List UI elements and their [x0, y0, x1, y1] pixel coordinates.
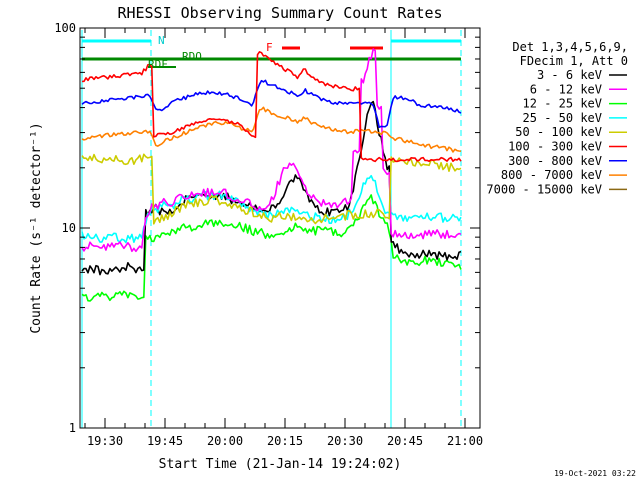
series-line-3	[81, 174, 462, 244]
chart-title: RHESSI Observing Summary Count Rates	[117, 4, 442, 22]
legend-header-line-1: Det 1,3,4,5,6,9,	[512, 40, 628, 54]
legend-label: 100 - 300 keV	[508, 140, 602, 154]
y-axis: 1 10 100	[54, 21, 480, 435]
x-axis: 19:30 19:45 20:00 20:15 20:30 20:45 21:00	[84, 28, 483, 448]
legend-label: 25 - 50 keV	[523, 111, 602, 125]
series-line-0	[81, 100, 462, 276]
flag-night-label: N	[158, 34, 165, 47]
legend-header-line-2: FDecim 1, Att 0	[520, 54, 628, 68]
series-line-7	[81, 106, 462, 153]
legend-label: 300 - 800 keV	[508, 154, 602, 168]
y-tick-label: 1	[69, 421, 76, 435]
x-tick-label: 20:15	[267, 434, 303, 448]
flag-flare-label: F	[266, 41, 273, 54]
x-tick-label: 21:00	[447, 434, 483, 448]
flag-rdf-label: RDF	[148, 58, 168, 71]
y-tick-label: 100	[54, 21, 76, 35]
plot-timestamp: 19-Oct-2021 03:22	[554, 469, 636, 478]
x-tick-label: 20:00	[207, 434, 243, 448]
legend-label: 6 - 12 keV	[530, 82, 602, 96]
y-tick-label: 10	[62, 221, 76, 235]
x-tick-label: 19:30	[87, 434, 123, 448]
legend-label: 50 - 100 keV	[515, 125, 602, 139]
series-line-2	[81, 194, 462, 302]
x-tick-label: 20:30	[327, 434, 363, 448]
legend-label: 800 - 7000 keV	[501, 168, 602, 182]
x-tick-label: 20:45	[387, 434, 423, 448]
y-axis-label: Count Rate (s⁻¹ detector⁻¹)	[29, 122, 44, 333]
series-line-6	[81, 79, 462, 128]
plot-area	[81, 30, 462, 428]
x-axis-label: Start Time (21-Jan-14 19:24:02)	[159, 457, 402, 472]
legend-label: 12 - 25 keV	[523, 97, 602, 111]
legend-label: 7000 - 15000 keV	[486, 182, 602, 196]
series-line-4	[81, 153, 462, 225]
x-tick-label: 19:45	[147, 434, 183, 448]
series-line-1	[81, 48, 462, 253]
flag-rdo-label: RDO	[182, 50, 202, 63]
legend-label: 3 - 6 keV	[537, 68, 602, 82]
series-line-5	[81, 51, 462, 163]
